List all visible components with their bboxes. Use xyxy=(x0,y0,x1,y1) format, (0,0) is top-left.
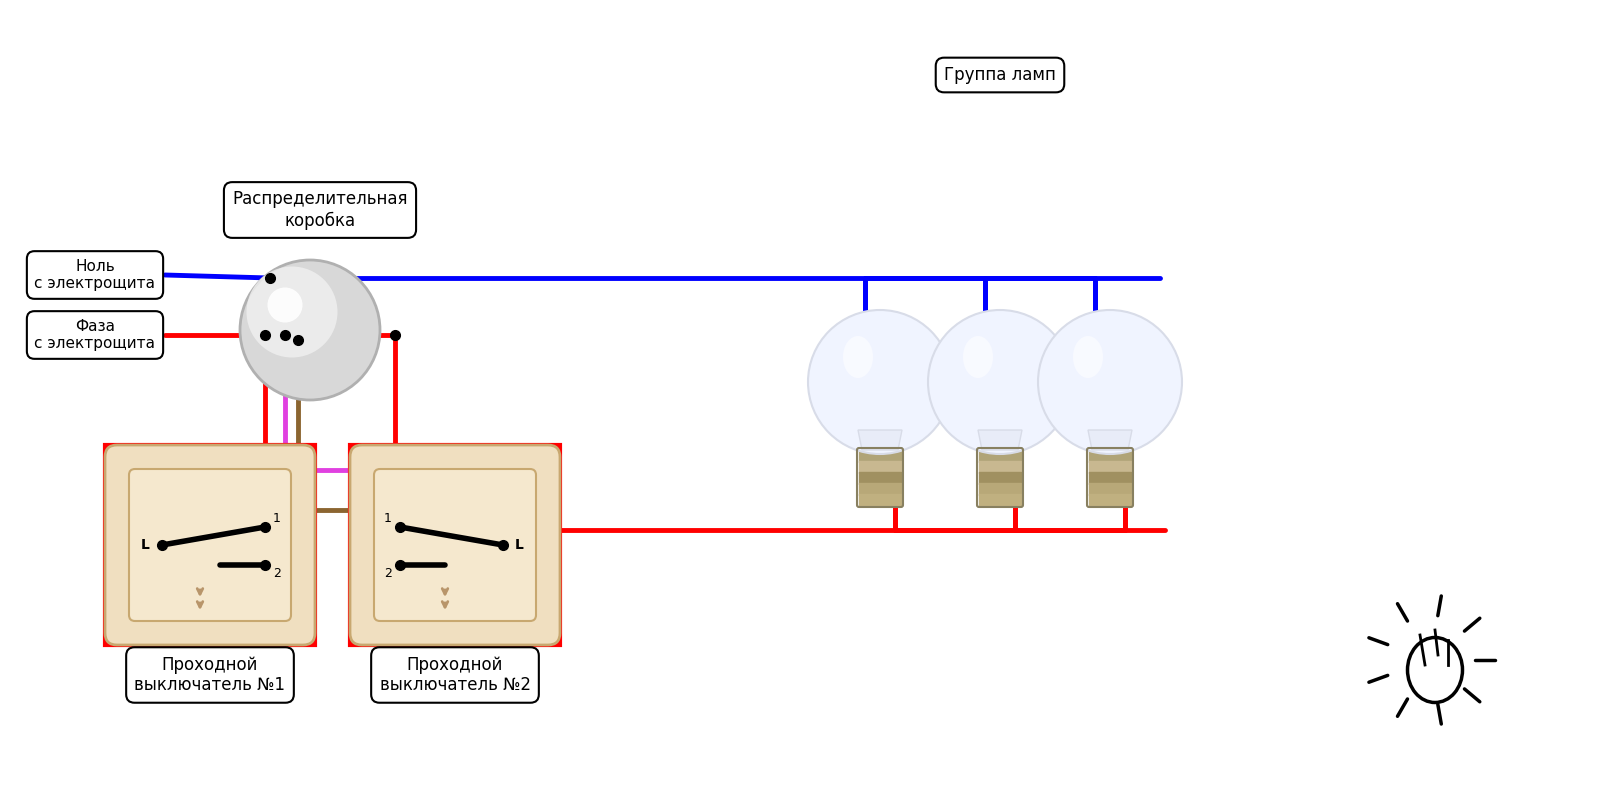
Ellipse shape xyxy=(843,336,874,378)
Bar xyxy=(350,445,560,645)
Bar xyxy=(106,445,315,645)
Circle shape xyxy=(240,260,381,400)
Text: Ноль
с электрощита: Ноль с электрощита xyxy=(35,258,155,291)
Ellipse shape xyxy=(1408,638,1462,702)
Circle shape xyxy=(928,310,1072,454)
Circle shape xyxy=(267,287,302,322)
Circle shape xyxy=(246,266,338,358)
FancyBboxPatch shape xyxy=(106,445,315,645)
Text: Фаза
с электрощита: Фаза с электрощита xyxy=(35,318,155,351)
FancyBboxPatch shape xyxy=(374,469,536,621)
Text: Группа ламп: Группа ламп xyxy=(944,66,1056,84)
Polygon shape xyxy=(978,430,1022,450)
Text: L: L xyxy=(515,538,523,552)
Text: 2: 2 xyxy=(274,567,282,580)
Ellipse shape xyxy=(1074,336,1102,378)
Text: Распределительная
коробка: Распределительная коробка xyxy=(232,190,408,230)
Ellipse shape xyxy=(963,336,994,378)
FancyBboxPatch shape xyxy=(350,445,560,645)
Text: Проходной
выключатель №1: Проходной выключатель №1 xyxy=(134,656,285,694)
Text: 1: 1 xyxy=(384,512,392,525)
Circle shape xyxy=(808,310,952,454)
Text: 1: 1 xyxy=(274,512,282,525)
FancyBboxPatch shape xyxy=(130,469,291,621)
Polygon shape xyxy=(858,430,902,450)
Text: Проходной
выключатель №2: Проходной выключатель №2 xyxy=(379,656,531,694)
Text: L: L xyxy=(141,538,150,552)
Polygon shape xyxy=(1088,430,1133,450)
Text: 2: 2 xyxy=(384,567,392,580)
Circle shape xyxy=(1038,310,1182,454)
